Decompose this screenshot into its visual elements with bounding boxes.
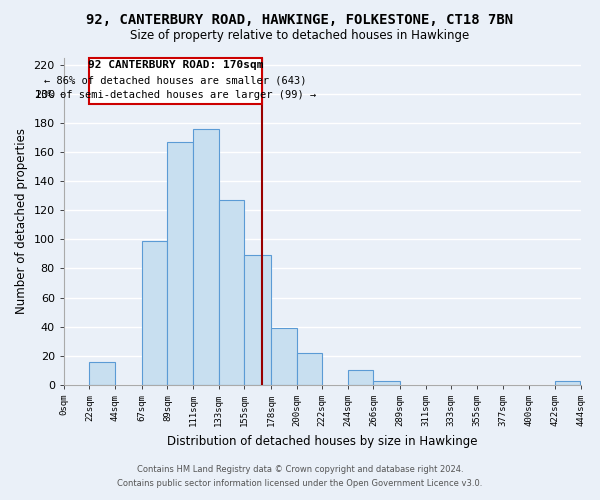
Bar (244, 256, 271, 385)
Bar (555, 380, 580, 385)
Text: Contains HM Land Registry data © Crown copyright and database right 2024.
Contai: Contains HM Land Registry data © Crown c… (118, 466, 482, 487)
Bar (373, 380, 400, 385)
Text: 13% of semi-detached houses are larger (99) →: 13% of semi-detached houses are larger (… (35, 90, 316, 100)
Bar (271, 328, 296, 385)
Text: 92, CANTERBURY ROAD, HAWKINGE, FOLKESTONE, CT18 7BN: 92, CANTERBURY ROAD, HAWKINGE, FOLKESTON… (86, 12, 514, 26)
Bar (296, 353, 322, 385)
Bar (348, 370, 373, 385)
Bar (218, 200, 244, 385)
Bar (89, 362, 115, 385)
Bar (167, 142, 193, 385)
Text: 92 CANTERBURY ROAD: 170sqm: 92 CANTERBURY ROAD: 170sqm (88, 60, 263, 70)
Text: Size of property relative to detached houses in Hawkinge: Size of property relative to detached ho… (130, 29, 470, 42)
Y-axis label: Number of detached properties: Number of detached properties (15, 128, 28, 314)
Bar (193, 129, 218, 385)
Bar (89, 58, 262, 104)
X-axis label: Distribution of detached houses by size in Hawkinge: Distribution of detached houses by size … (167, 434, 478, 448)
Bar (142, 241, 167, 385)
Text: ← 86% of detached houses are smaller (643): ← 86% of detached houses are smaller (64… (44, 75, 307, 85)
